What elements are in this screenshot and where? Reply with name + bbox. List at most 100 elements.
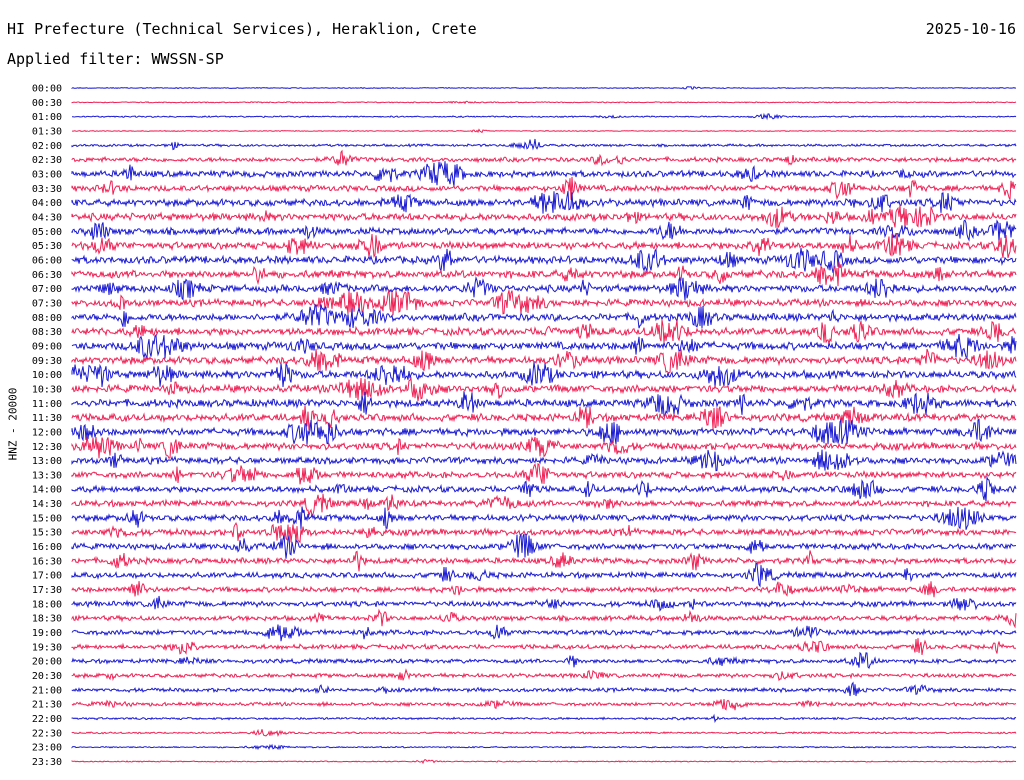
row-time-label: 18:30	[32, 614, 62, 625]
row-time-label: 01:30	[32, 126, 62, 137]
trace-line	[71, 149, 1017, 167]
trace-line	[71, 376, 1017, 402]
row-time-label: 17:30	[32, 585, 62, 596]
station-title: HI Prefecture (Technical Services), Hera…	[7, 20, 477, 38]
row-time-label: 23:30	[32, 757, 62, 768]
trace-line	[71, 728, 1017, 737]
trace-line	[71, 436, 1017, 459]
row-time-label: 05:30	[32, 241, 62, 252]
trace-line	[71, 361, 1017, 388]
trace-line	[71, 562, 1017, 588]
trace-line	[71, 743, 1017, 751]
trace-line	[71, 405, 1017, 431]
row-time-label: 21:30	[32, 700, 62, 711]
row-time-label: 20:30	[32, 671, 62, 682]
trace-line	[71, 651, 1017, 669]
trace-line	[71, 233, 1017, 258]
row-time-label: 19:00	[32, 628, 62, 639]
trace-line	[71, 681, 1017, 697]
trace-line	[71, 595, 1017, 612]
trace-line	[71, 624, 1017, 642]
row-time-label: 05:00	[32, 227, 62, 238]
row-time-label: 23:00	[32, 743, 62, 754]
row-time-label: 01:00	[32, 112, 62, 123]
trace-line	[71, 418, 1017, 445]
row-time-label: 22:00	[32, 714, 62, 725]
trace-line	[71, 668, 1017, 682]
trace-line	[71, 303, 1017, 329]
trace-line	[71, 100, 1017, 105]
trace-line	[71, 319, 1017, 344]
trace-line	[71, 247, 1017, 273]
trace-line	[71, 190, 1017, 214]
row-time-label: 06:00	[32, 255, 62, 266]
trace-line	[71, 391, 1017, 418]
row-time-label: 16:30	[32, 556, 62, 567]
row-time-label: 07:00	[32, 284, 62, 295]
row-time-label: 11:30	[32, 413, 62, 424]
row-time-label: 08:30	[32, 327, 62, 338]
row-time-label: 18:00	[32, 599, 62, 610]
row-time-label: 21:00	[32, 685, 62, 696]
row-time-label: 16:00	[32, 542, 62, 553]
trace-line	[71, 462, 1017, 485]
trace-line	[71, 219, 1017, 243]
trace-line	[71, 449, 1017, 472]
row-time-label: 17:00	[32, 571, 62, 582]
row-time-label: 13:30	[32, 470, 62, 481]
row-time-label: 03:30	[32, 184, 62, 195]
row-time-label: 22:30	[32, 728, 62, 739]
row-time-label: 02:30	[32, 155, 62, 166]
trace-line	[71, 475, 1017, 502]
row-time-label: 10:00	[32, 370, 62, 381]
trace-line	[71, 608, 1017, 629]
row-time-label: 20:00	[32, 657, 62, 668]
trace-line	[71, 204, 1017, 229]
trace-line	[71, 348, 1017, 374]
trace-line	[71, 86, 1017, 90]
trace-line	[71, 550, 1017, 572]
trace-line	[72, 112, 1017, 121]
row-time-label: 14:00	[32, 485, 62, 496]
trace-line	[71, 638, 1017, 655]
row-time-label: 09:00	[32, 341, 62, 352]
trace-line	[71, 493, 1017, 518]
trace-line	[71, 521, 1017, 544]
row-time-label: 04:00	[32, 198, 62, 209]
row-time-label: 19:30	[32, 642, 62, 653]
row-time-label: 06:30	[32, 270, 62, 281]
row-time-label: 07:30	[32, 298, 62, 309]
date-label: 2025-10-16	[925, 20, 1016, 38]
trace-line	[71, 161, 1017, 187]
row-time-label: 04:30	[32, 212, 62, 223]
trace-line	[71, 506, 1017, 530]
row-time-label: 08:00	[32, 313, 62, 324]
trace-line	[71, 128, 1017, 134]
row-time-label: 00:00	[32, 84, 62, 95]
row-time-label: 15:30	[32, 528, 62, 539]
row-time-label: 13:00	[32, 456, 62, 467]
row-time-label: 09:30	[32, 356, 62, 367]
row-time-label: 15:00	[32, 513, 62, 524]
row-time-label: 11:00	[32, 399, 62, 410]
trace-line	[71, 176, 1017, 200]
trace-line	[71, 276, 1017, 301]
trace-line	[71, 138, 1017, 151]
row-time-label: 00:30	[32, 98, 62, 109]
trace-line	[71, 581, 1017, 598]
row-time-label: 03:00	[32, 169, 62, 180]
row-time-label: 02:00	[32, 141, 62, 152]
trace-line	[71, 713, 1017, 723]
trace-line	[71, 333, 1017, 361]
row-time-label: 10:30	[32, 384, 62, 395]
trace-line	[71, 261, 1017, 287]
row-time-label: 12:00	[32, 427, 62, 438]
row-time-label: 12:30	[32, 442, 62, 453]
trace-line	[71, 532, 1016, 559]
trace-line	[71, 290, 1017, 316]
filter-label: Applied filter: WWSSN-SP	[7, 50, 224, 68]
trace-line	[71, 759, 1017, 765]
row-time-label: 14:30	[32, 499, 62, 510]
trace-line	[71, 698, 1017, 711]
